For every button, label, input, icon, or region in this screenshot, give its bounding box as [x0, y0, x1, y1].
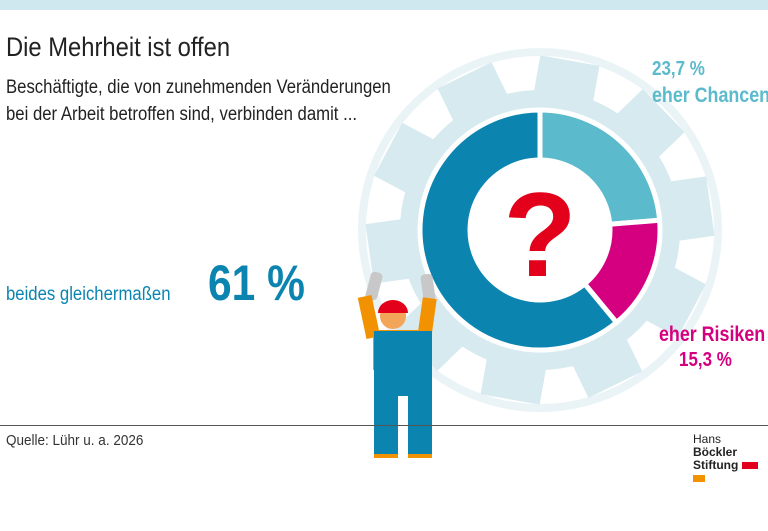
source: Quelle: Lühr u. a. 2026	[6, 432, 144, 449]
subtitle: Beschäftigte, die von zunehmenden Veränd…	[6, 77, 391, 125]
beides-value: 61 %	[208, 255, 305, 311]
page-title: Die Mehrheit ist offen	[6, 32, 231, 62]
chancen-label: eher Chancen	[652, 84, 768, 107]
hans-boeckler-logo: Hans Böckler Stiftung	[693, 433, 768, 485]
question-mark-icon: ?	[503, 168, 576, 302]
divider	[0, 425, 768, 426]
risiken-label: eher Risiken	[659, 323, 766, 346]
worker-figure	[357, 271, 437, 458]
top-bar	[0, 0, 768, 10]
beides-label: beides gleichermaßen	[6, 284, 171, 305]
chancen-value: 23,7 %	[652, 58, 705, 80]
risiken-value: 15,3 %	[679, 349, 732, 371]
